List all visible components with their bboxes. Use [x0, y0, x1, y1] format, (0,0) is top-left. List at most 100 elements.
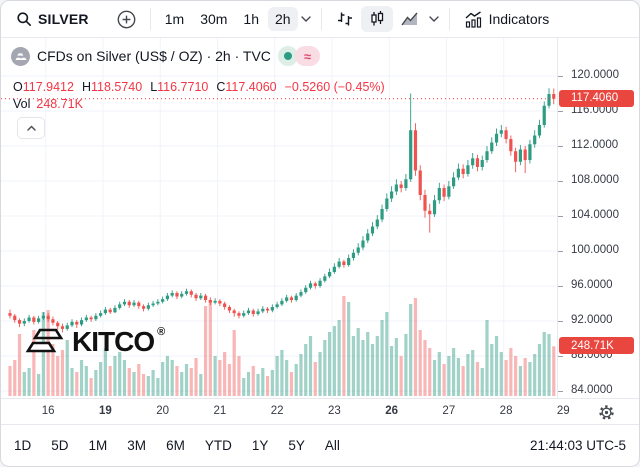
range-button-6m[interactable]: 6M	[166, 434, 185, 457]
timeframe-button-1m[interactable]: 1m	[158, 7, 191, 31]
candle-up	[294, 295, 298, 300]
candle-down	[75, 321, 79, 325]
chart-style-area-button[interactable]	[393, 7, 426, 31]
collapse-legend-button[interactable]	[17, 117, 45, 139]
candle-up	[165, 295, 170, 300]
price-tick-label: 112.0000	[571, 139, 619, 151]
range-button-ytd[interactable]: YTD	[205, 434, 232, 457]
candle-down	[218, 300, 222, 304]
market-status-chips[interactable]: ≈	[277, 46, 320, 66]
volume-badge: 248.71K	[559, 337, 634, 355]
plus-circle-icon	[117, 10, 136, 28]
candle-up	[471, 158, 475, 166]
volume-bar	[437, 352, 441, 396]
timeframe-button-2h[interactable]: 2h	[268, 7, 298, 31]
volume-bar	[370, 344, 375, 396]
volume-bar	[184, 364, 189, 396]
volume-bar	[537, 344, 542, 396]
candle-up	[270, 307, 274, 311]
volume-bar	[70, 368, 74, 396]
chart-style-menu-button[interactable]	[426, 12, 442, 26]
candle-up	[351, 252, 356, 258]
indicators-button[interactable]: Indicators	[457, 7, 557, 32]
volume-bar	[51, 344, 55, 396]
candle-down	[108, 309, 112, 313]
volume-bar	[161, 362, 165, 396]
candle-up	[332, 266, 336, 272]
volume-bar	[285, 360, 289, 396]
timeframe-button-1h[interactable]: 1h	[236, 7, 266, 31]
chart-style-candles-button[interactable]	[360, 6, 393, 32]
area-style-icon	[401, 12, 418, 26]
timeframe-group: 1m 30m 1h 2h	[158, 7, 298, 31]
time-axis[interactable]: 16 19 20 21 22 23 26 27 28 29	[1, 398, 639, 424]
volume-bar	[56, 356, 60, 396]
time-axis-label: 29	[556, 405, 570, 417]
candle-up	[480, 160, 484, 167]
volume-bar	[432, 360, 437, 396]
volume-bar	[452, 348, 456, 396]
volume-bar	[237, 356, 241, 396]
chart-settings-button[interactable]	[595, 402, 617, 422]
volume-bar	[189, 368, 193, 396]
volume-bar	[342, 296, 346, 396]
intervals-menu-button[interactable]	[298, 12, 314, 26]
candle-up	[275, 304, 279, 307]
range-button-all[interactable]: All	[325, 434, 340, 457]
candle-up	[452, 177, 456, 187]
range-button-1m[interactable]: 1M	[89, 434, 108, 457]
range-button-1d[interactable]: 1D	[14, 434, 31, 457]
volume-bar	[108, 366, 112, 396]
price-axis[interactable]: 120.0000 116.0000 112.0000 108.0000 104.0000…	[557, 38, 639, 398]
candle-down	[13, 315, 17, 321]
range-button-5y[interactable]: 5Y	[288, 434, 305, 457]
range-button-1y[interactable]: 1Y	[252, 434, 269, 457]
candle-up	[304, 287, 308, 293]
volume-bar	[294, 364, 298, 396]
volume-bar	[122, 360, 127, 396]
candle-up	[370, 226, 375, 234]
volume-bar	[199, 374, 203, 396]
volume-bar	[41, 312, 45, 396]
volume-bar	[323, 340, 327, 396]
candle-up	[184, 291, 189, 294]
toolbar-separator	[320, 8, 322, 30]
volume-bar	[304, 344, 308, 396]
candle-up	[318, 280, 322, 286]
candle-up	[170, 293, 174, 296]
indicators-icon	[465, 10, 481, 28]
chart-region: CFDs on Silver (US$ / OZ) · 2h · TVC ≈ O…	[1, 38, 639, 398]
time-axis-label: 23	[327, 405, 341, 417]
clock-timezone-button[interactable]: 21:44:03 UTC-5	[530, 434, 626, 457]
candlestick-chart-canvas[interactable]	[1, 38, 557, 398]
volume-bar	[413, 298, 418, 396]
chart-style-bars-button[interactable]	[329, 6, 361, 32]
price-tick-label: 84.0000	[571, 384, 613, 396]
market-open-dot-icon	[277, 46, 298, 66]
timeframe-button-30m[interactable]: 30m	[193, 7, 234, 31]
volume-bar	[141, 374, 146, 396]
candle-down	[399, 184, 403, 188]
chevron-up-icon	[26, 125, 36, 131]
volume-bar	[385, 312, 389, 396]
volume-bar	[480, 368, 484, 396]
candle-up	[456, 168, 460, 178]
volume-bar	[203, 306, 208, 396]
range-button-5d[interactable]: 5D	[51, 434, 68, 457]
candle-down	[208, 300, 212, 303]
volume-bar	[509, 348, 513, 396]
candle-up	[242, 313, 246, 316]
candle-down	[552, 94, 556, 99]
compare-add-button[interactable]	[110, 6, 143, 33]
volume-bar	[8, 366, 12, 396]
candle-up	[404, 179, 408, 188]
candle-down	[17, 320, 22, 324]
volume-bar	[170, 360, 174, 396]
volume-bar	[37, 374, 41, 396]
top-toolbar: SILVER 1m 30m 1h 2h	[1, 1, 639, 38]
volume-bar	[428, 348, 432, 396]
range-button-3m[interactable]: 3M	[127, 434, 146, 457]
symbol-search-button[interactable]: SILVER	[9, 7, 96, 31]
candle-up	[356, 247, 360, 253]
